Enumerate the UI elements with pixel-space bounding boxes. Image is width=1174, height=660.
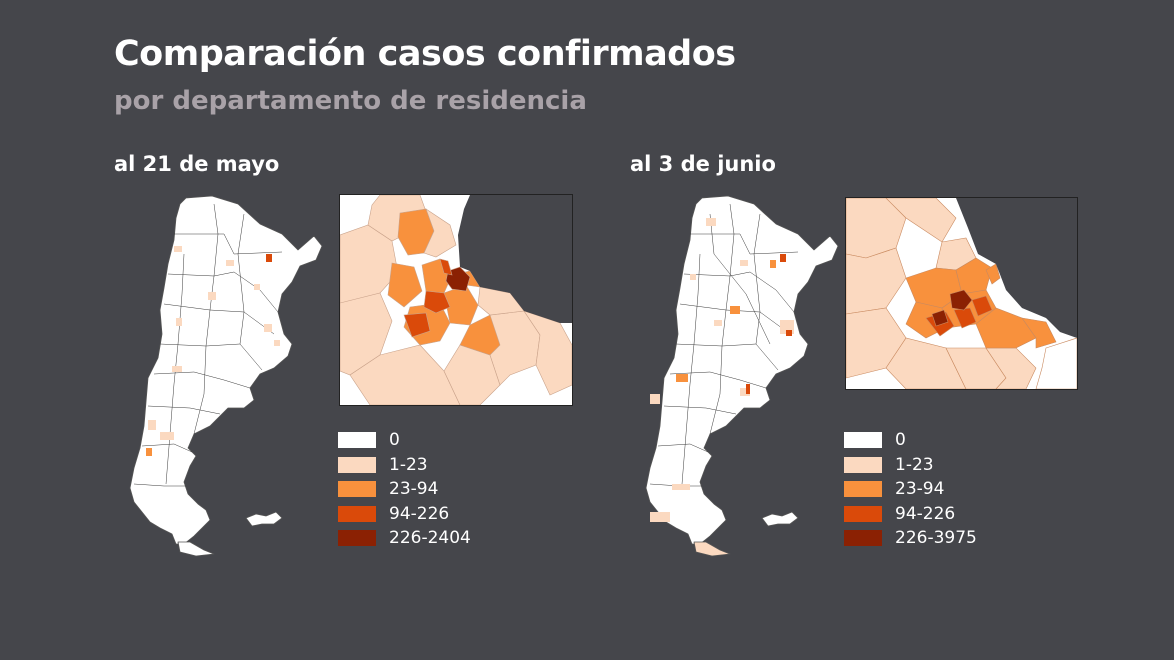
department-lines — [649, 203, 799, 487]
legend-item: 94-226 — [338, 502, 471, 527]
legend-label: 23-94 — [895, 479, 945, 500]
legend-swatch — [844, 505, 882, 522]
legend-label: 1-23 — [389, 454, 428, 475]
legend-item: 23-94 — [844, 477, 977, 502]
map-date-label: al 21 de mayo — [114, 152, 280, 176]
legend-label: 226-3975 — [895, 528, 977, 549]
legend-label: 0 — [389, 430, 400, 451]
legend-label: 226-2404 — [389, 528, 471, 549]
map-legend: 0 1-23 23-94 94-226 226-3975 — [844, 428, 977, 551]
legend-label: 23-94 — [389, 479, 439, 500]
legend-swatch — [844, 432, 882, 449]
map-panel-june: al 3 de junio — [630, 150, 1130, 570]
buenos-aires-inset-may — [339, 194, 573, 406]
map-legend: 0 1-23 23-94 94-226 226-2404 — [338, 428, 471, 551]
legend-swatch — [844, 481, 882, 498]
legend-swatch — [844, 530, 882, 547]
argentina-map — [645, 195, 839, 557]
tierra-del-fuego — [693, 541, 731, 557]
legend-item: 0 — [338, 428, 471, 453]
legend-label: 1-23 — [895, 454, 934, 475]
legend-item: 1-23 — [338, 453, 471, 478]
argentina-mainland — [129, 195, 323, 545]
legend-item: 23-94 — [338, 477, 471, 502]
legend-swatch — [338, 481, 376, 498]
malvinas-islands — [761, 511, 799, 527]
argentina-map — [129, 195, 323, 557]
page-subtitle: por departamento de residencia — [114, 86, 587, 116]
legend-item: 0 — [844, 428, 977, 453]
tierra-del-fuego — [177, 541, 215, 557]
legend-item: 1-23 — [844, 453, 977, 478]
page-title: Comparación casos confirmados — [114, 34, 736, 74]
argentina-outline — [129, 195, 323, 557]
department-lines — [133, 203, 283, 487]
legend-item: 226-2404 — [338, 526, 471, 551]
legend-label: 94-226 — [389, 503, 450, 524]
legend-item: 94-226 — [844, 502, 977, 527]
cases-shading — [650, 218, 794, 522]
legend-label: 0 — [895, 430, 906, 451]
argentina-outline — [645, 195, 839, 557]
legend-swatch — [338, 432, 376, 449]
cases-shading — [146, 246, 280, 456]
legend-item: 226-3975 — [844, 526, 977, 551]
legend-swatch — [844, 456, 882, 473]
legend-swatch — [338, 505, 376, 522]
legend-swatch — [338, 456, 376, 473]
argentina-mainland — [645, 195, 839, 545]
legend-label: 94-226 — [895, 503, 956, 524]
buenos-aires-inset-june — [845, 197, 1078, 390]
map-date-label: al 3 de junio — [630, 152, 776, 176]
legend-swatch — [338, 530, 376, 547]
map-panel-may: al 21 de mayo — [114, 150, 614, 570]
malvinas-islands — [245, 511, 283, 527]
